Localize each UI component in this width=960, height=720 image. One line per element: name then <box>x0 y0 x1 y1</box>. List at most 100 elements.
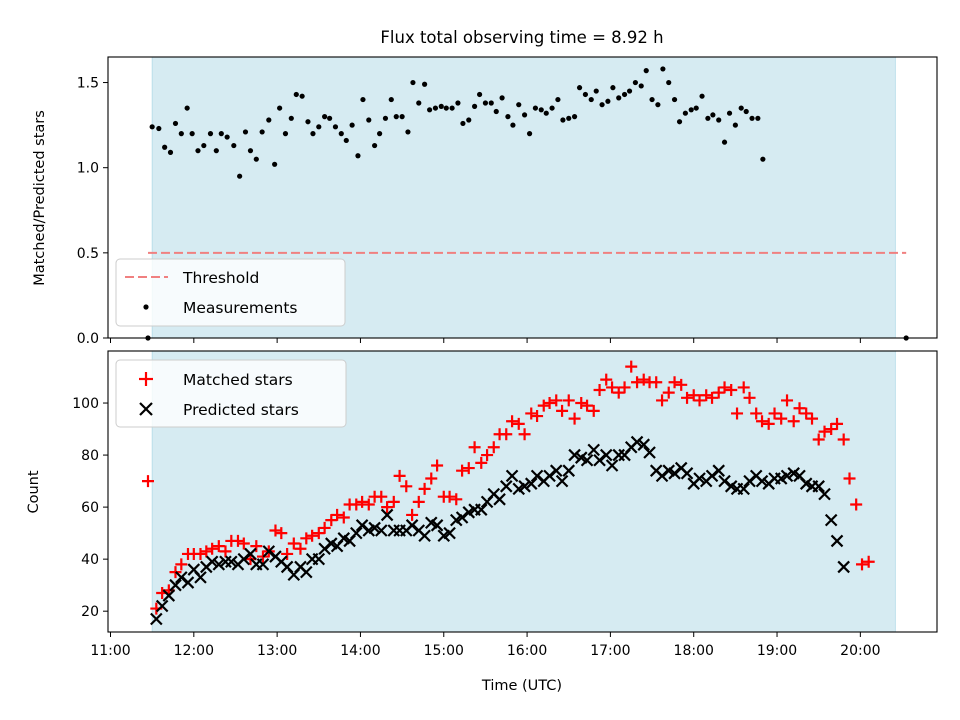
measurement-point <box>184 105 190 111</box>
top-x-ticks <box>109 338 861 343</box>
matched-star-point <box>431 459 444 472</box>
predicted-star-point <box>680 467 694 480</box>
matched-star-point <box>750 407 763 420</box>
matched-star-point <box>775 412 788 425</box>
matched-star-point <box>400 480 413 493</box>
matched-star-point <box>600 373 613 386</box>
matched-star-point <box>231 534 244 547</box>
measurement-point <box>755 115 761 121</box>
predicted-star-point <box>599 448 613 462</box>
matched-star-point <box>206 542 219 555</box>
measurement-point <box>316 124 322 130</box>
measurement-point <box>499 95 505 101</box>
predicted-star-point <box>505 469 519 483</box>
measurement-point <box>332 124 339 130</box>
predicted-star-point <box>780 469 794 483</box>
measurement-point <box>405 129 411 135</box>
matched-star-point <box>306 529 319 542</box>
matched-star-point <box>562 394 575 407</box>
predicted-star-point <box>712 464 725 477</box>
measurement-point <box>660 66 666 72</box>
predicted-star-point <box>818 487 831 501</box>
matched-star-point <box>712 386 725 399</box>
predicted-star-point <box>812 480 825 493</box>
predicted-star-point <box>555 474 569 488</box>
measurement-point <box>449 105 455 111</box>
measurement-point <box>482 100 489 106</box>
predicted-star-point <box>368 521 381 535</box>
predicted-star-point <box>300 565 313 579</box>
predicted-star-point <box>212 558 226 571</box>
predicted-star-point <box>562 464 576 477</box>
matched-star-point <box>418 482 431 495</box>
matched-star-point <box>275 527 288 540</box>
measurement-points <box>145 66 909 341</box>
matched-star-point <box>194 547 207 560</box>
measurement-point <box>476 91 483 98</box>
measurement-point <box>201 142 207 149</box>
measurement-point <box>455 100 461 106</box>
matched-star-point <box>318 521 331 534</box>
measurement-point <box>510 122 516 128</box>
matched-star-point <box>356 495 369 508</box>
measurement-point <box>427 107 433 113</box>
measurement-point <box>349 122 355 128</box>
measurement-point <box>272 161 278 167</box>
measurement-point <box>438 103 444 109</box>
measurement-point <box>399 114 405 120</box>
bottom-legend: Matched stars Predicted stars <box>115 359 347 428</box>
matched-star-point <box>812 433 825 446</box>
matched-star-point <box>556 404 569 417</box>
matched-star-point <box>212 540 225 553</box>
measurement-point <box>632 79 638 86</box>
measurement-point <box>721 139 728 145</box>
top-axes-frame <box>107 56 938 339</box>
measurement-point <box>705 115 711 121</box>
x-tick-label: 17:00 <box>590 643 630 659</box>
matched-star-point <box>593 384 606 397</box>
measurement-point <box>366 117 372 123</box>
measurement-point <box>543 110 549 116</box>
matched-star-point <box>656 394 669 407</box>
measurement-point <box>288 115 294 121</box>
bottom-y-axis-label: Count <box>26 470 42 513</box>
matched-star-point <box>506 415 519 428</box>
x-tick-label: 18:00 <box>674 643 714 659</box>
measurement-point <box>538 107 544 113</box>
matched-star-point <box>662 386 675 399</box>
measurement-point <box>322 114 328 120</box>
matched-star-point <box>294 542 307 555</box>
measurement-point <box>327 115 333 121</box>
legend-predicted-swatch <box>139 402 153 416</box>
predicted-star-point <box>312 552 326 566</box>
x-tick-label: 13:00 <box>257 643 297 659</box>
bottom-x-axis: 11:00 12:00 13:00 14:00 15:00 16:00 17:00 18:00… <box>90 632 881 659</box>
matched-star-point <box>675 378 688 391</box>
measurement-point <box>610 85 616 91</box>
matched-star-point <box>200 545 213 558</box>
measurement-point <box>760 156 766 162</box>
legend-measurements-label: Measurements <box>183 299 298 317</box>
x-axis-label: Time (UTC) <box>481 678 562 694</box>
predicted-star-point <box>499 480 513 493</box>
matched-star-point <box>269 524 282 537</box>
matched-star-point <box>818 425 831 438</box>
predicted-star-point <box>474 503 488 516</box>
measurement-point <box>599 102 605 108</box>
measurement-point <box>162 144 168 150</box>
measurement-point <box>749 115 755 121</box>
measurement-point <box>666 79 672 86</box>
measurement-point <box>566 115 572 121</box>
measurement-point <box>377 131 383 137</box>
measurement-point <box>471 103 478 109</box>
measurement-point <box>277 105 283 111</box>
predicted-star-point <box>568 448 581 462</box>
matched-star-point <box>531 410 544 423</box>
measurement-point <box>616 95 622 101</box>
top-y-tick-label: 0.0 <box>77 331 99 347</box>
matched-star-point <box>756 415 769 428</box>
measurement-point <box>693 105 699 111</box>
measurement-point <box>671 96 678 103</box>
matched-star-point <box>768 407 781 420</box>
measurement-point <box>195 148 201 154</box>
